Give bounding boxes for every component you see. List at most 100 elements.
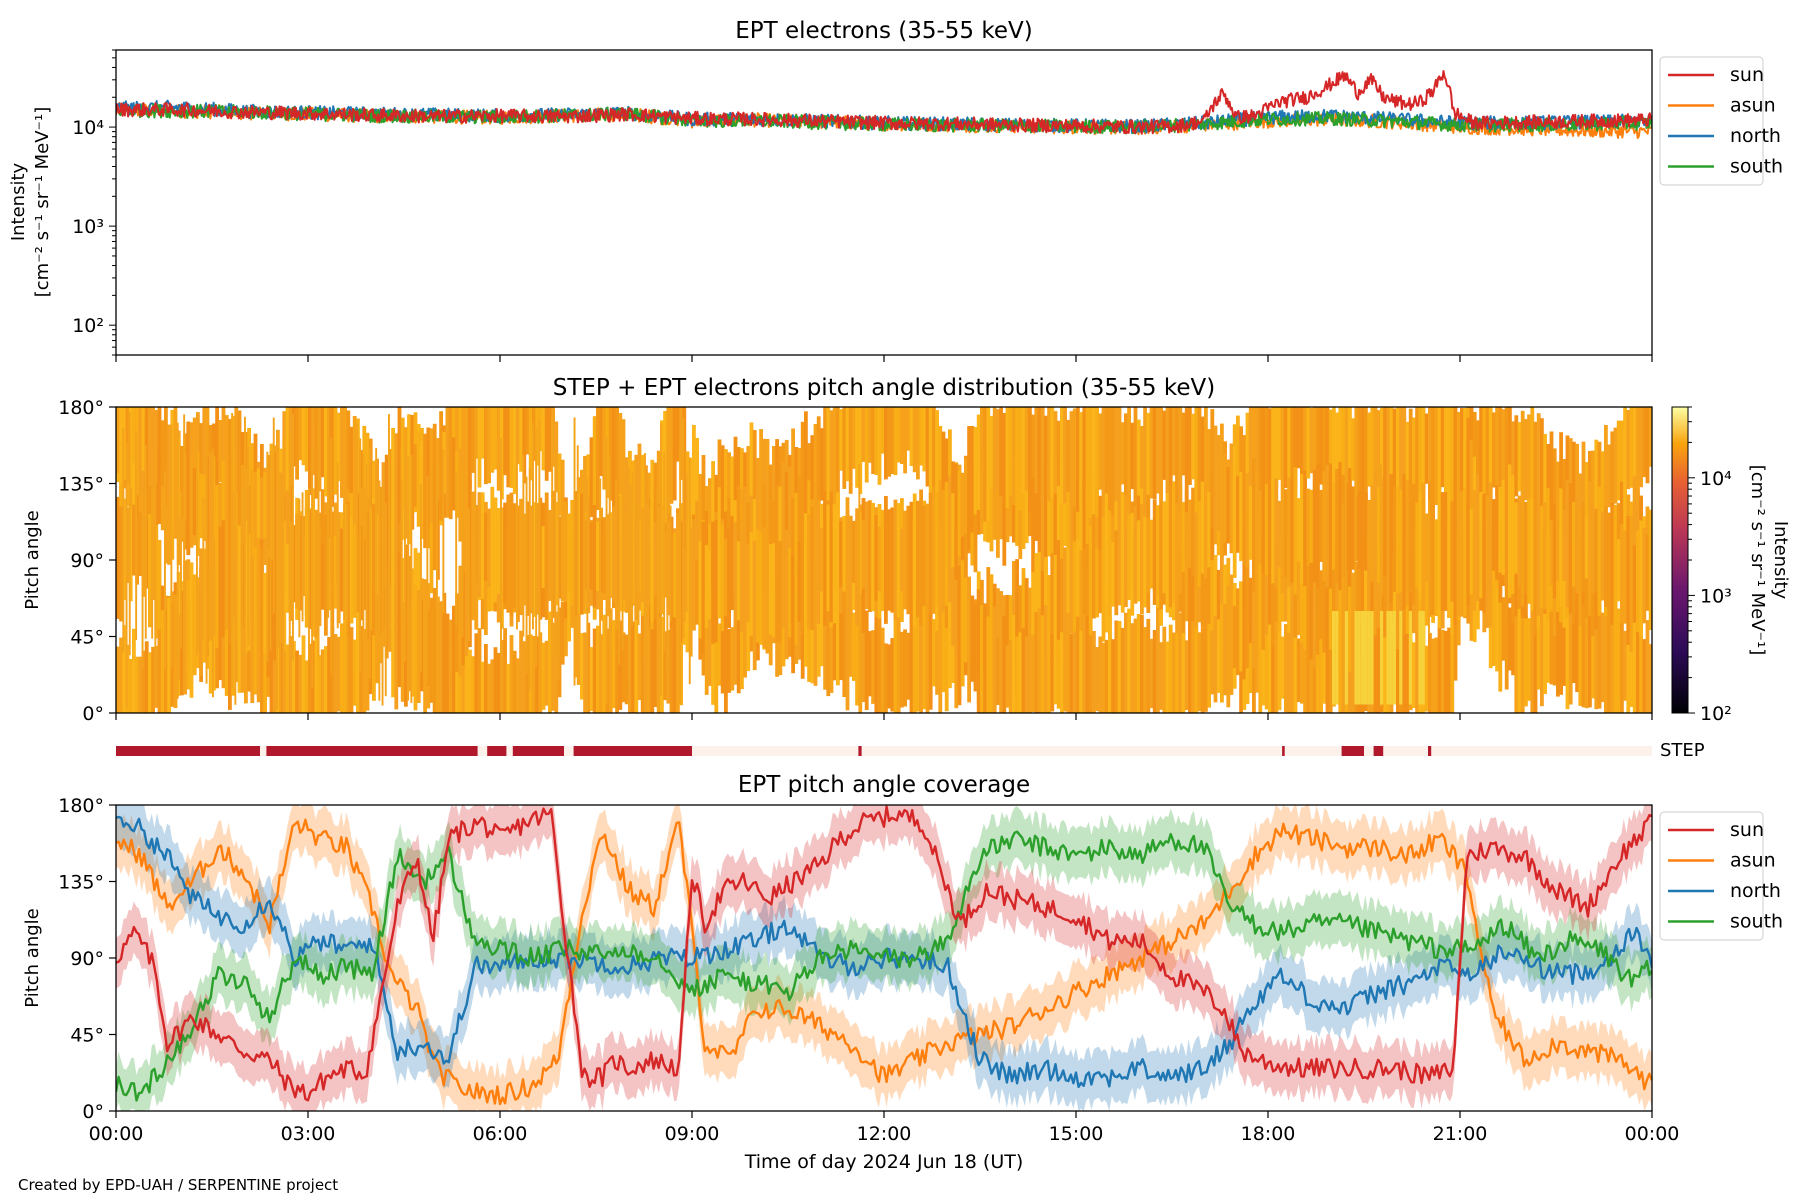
pad-cell	[1223, 453, 1227, 543]
pad-cell	[618, 413, 623, 534]
pad-cell	[1412, 642, 1416, 709]
pad-cell	[301, 492, 304, 622]
pad-cell	[1335, 468, 1339, 583]
pad-cell	[1072, 408, 1077, 507]
pad-cell	[1143, 507, 1147, 608]
pad-cell	[1412, 417, 1416, 494]
pad-cell	[1184, 407, 1189, 513]
pad-cell	[144, 641, 149, 713]
pad-cell	[759, 531, 763, 642]
pad-cell	[906, 632, 911, 700]
pad-cell	[1040, 615, 1045, 713]
pad-cell	[1156, 407, 1160, 494]
pad-cell-hot	[1360, 611, 1365, 705]
pad-cell	[720, 445, 725, 545]
pad-cell	[1210, 630, 1215, 695]
pad-cell	[151, 491, 154, 639]
time-tick-label: 12:00	[857, 1123, 912, 1145]
pad-cell	[1232, 605, 1237, 669]
pad-cell	[160, 468, 165, 531]
pad-heatmap-cells	[116, 407, 1652, 713]
pad-cell	[509, 492, 514, 617]
pad-cell	[1140, 614, 1144, 713]
pad-cell	[1309, 613, 1314, 713]
pad-cell	[429, 597, 434, 703]
angle-tick-label: 45°	[70, 1025, 104, 1047]
pad-cell	[730, 548, 735, 611]
pad-cell	[576, 445, 579, 666]
pad-cell	[218, 595, 223, 681]
pad-cell	[1552, 448, 1557, 533]
pad-cell	[464, 539, 469, 657]
pad-cell	[1568, 483, 1573, 604]
pad-cell	[957, 565, 962, 637]
pad-cell	[445, 613, 450, 709]
pad-cell	[1312, 469, 1317, 583]
pad-cell	[1415, 502, 1419, 589]
pad-cell	[141, 407, 146, 471]
pad-cell	[701, 455, 706, 585]
pad-cell	[1367, 500, 1371, 565]
pad-cell	[560, 459, 565, 565]
pad-cell	[1629, 634, 1634, 707]
pad-cell	[1306, 558, 1311, 639]
pad-cell	[180, 491, 182, 649]
pad-cell	[314, 509, 319, 638]
pad-cell	[1469, 440, 1474, 561]
pad-cell	[746, 544, 751, 623]
legend-label-sun: sun	[1730, 64, 1764, 86]
pad-cell	[669, 407, 674, 504]
pad-cell	[698, 541, 703, 639]
pad-cell	[260, 546, 264, 671]
pad-cell	[720, 619, 725, 694]
pad-cell	[247, 618, 251, 692]
pad-cell	[589, 522, 594, 590]
pad-cell	[1604, 506, 1608, 608]
pad-cell	[887, 644, 891, 709]
pad-cell	[1248, 621, 1253, 693]
pad-cell	[1245, 473, 1250, 569]
pad-cell	[868, 500, 872, 612]
pad-cell	[612, 620, 616, 709]
pad-cell	[375, 448, 378, 645]
pad-cell	[1018, 407, 1023, 511]
pad-cell	[868, 631, 872, 697]
pad-cell-hot	[1418, 611, 1423, 705]
pad-cell	[442, 449, 445, 614]
pad-cell	[333, 634, 338, 713]
pad-cell-hot	[1332, 611, 1336, 705]
pad-cell	[1114, 530, 1119, 616]
pad-cell	[1623, 530, 1627, 624]
step-active-segment	[266, 746, 478, 756]
pad-cell	[349, 627, 354, 713]
pad-cell	[676, 605, 680, 713]
pad-cell	[1261, 539, 1266, 650]
pad-cell	[919, 407, 923, 466]
pad-cell	[157, 629, 162, 713]
pad-cell	[1440, 492, 1445, 611]
pad-cell	[1450, 407, 1455, 523]
pad-cell	[144, 445, 147, 639]
pad-cell	[925, 503, 930, 605]
pad-cell	[1271, 523, 1275, 647]
pad-cell	[724, 449, 728, 534]
pad-cell	[394, 469, 399, 566]
pad-cell	[810, 507, 815, 630]
pad-cell	[560, 518, 565, 586]
pad-cell	[1197, 560, 1202, 623]
pad-cell	[727, 452, 731, 528]
pad-cell	[1034, 612, 1039, 713]
pad-cell	[512, 503, 517, 608]
pad-cell	[1348, 544, 1352, 673]
pad-cell	[413, 444, 418, 507]
pad-cell	[1268, 551, 1272, 625]
pad-cell	[1031, 635, 1035, 712]
pad-cell	[1540, 506, 1544, 608]
pad-cell	[592, 505, 597, 608]
pad-cell	[775, 539, 779, 643]
pad-cell	[564, 501, 568, 602]
pad-cell	[1396, 606, 1400, 713]
pad-cell	[695, 560, 699, 623]
pad-cell	[1053, 554, 1058, 656]
pad-cell	[362, 628, 367, 713]
